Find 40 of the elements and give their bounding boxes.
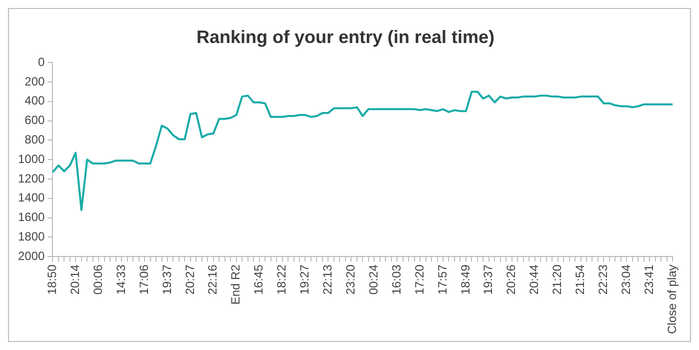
x-tick-label: 20:14 <box>68 264 82 295</box>
y-tick-label: 0 <box>38 54 46 69</box>
x-tick-label: 00:24 <box>366 264 380 295</box>
x-tick-label: End R2 <box>228 264 243 305</box>
x-tick-label: 20:26 <box>504 264 518 295</box>
y-tick-label: 600 <box>24 113 46 128</box>
x-tick-label: 22:16 <box>206 264 220 295</box>
x-tick-label: 17:20 <box>412 264 426 295</box>
x-tick-label: 19:27 <box>298 264 312 295</box>
x-tick-label: 18:49 <box>458 264 472 295</box>
y-tick-label: 200 <box>24 74 46 88</box>
x-tick-label: 18:50 <box>45 264 60 295</box>
x-tick-label: 21:54 <box>573 264 588 295</box>
x-tick-label: Close of play <box>664 264 679 334</box>
x-tick-label: 14:33 <box>114 264 128 295</box>
x-tick-label: 20:44 <box>527 264 542 295</box>
x-tick-label: 23:41 <box>642 264 656 295</box>
y-tick-label: 1800 <box>18 230 46 244</box>
x-tick-label: 16:45 <box>252 264 266 295</box>
y-tick-label: 1000 <box>18 152 46 166</box>
x-tick-label: 00:06 <box>90 264 105 295</box>
x-tick-label: 16:03 <box>389 264 404 295</box>
y-tick-label: 400 <box>24 94 46 108</box>
y-tick-label: 1400 <box>18 190 46 205</box>
x-tick-label: 19:37 <box>481 264 496 295</box>
x-tick-label: 23:04 <box>618 264 633 295</box>
y-tick-label: 800 <box>24 132 46 147</box>
x-tick-label: 23:20 <box>343 264 358 295</box>
x-tick-label: 19:37 <box>160 264 174 295</box>
x-tick-label: 20:27 <box>182 264 197 295</box>
chart-title: Ranking of your entry (in real time) <box>196 26 495 47</box>
y-tick-label: 1200 <box>18 171 46 186</box>
x-tick-label: 21:20 <box>550 264 564 295</box>
x-tick-label: 17:06 <box>136 264 151 295</box>
x-tick-label: 17:57 <box>435 264 450 295</box>
x-tick-label: 22:13 <box>320 264 335 295</box>
y-tick-label: 1600 <box>18 210 46 224</box>
y-tick-label: 2000 <box>18 248 46 263</box>
x-tick-label: 22:23 <box>596 264 610 295</box>
x-tick-label: 18:22 <box>274 264 289 295</box>
